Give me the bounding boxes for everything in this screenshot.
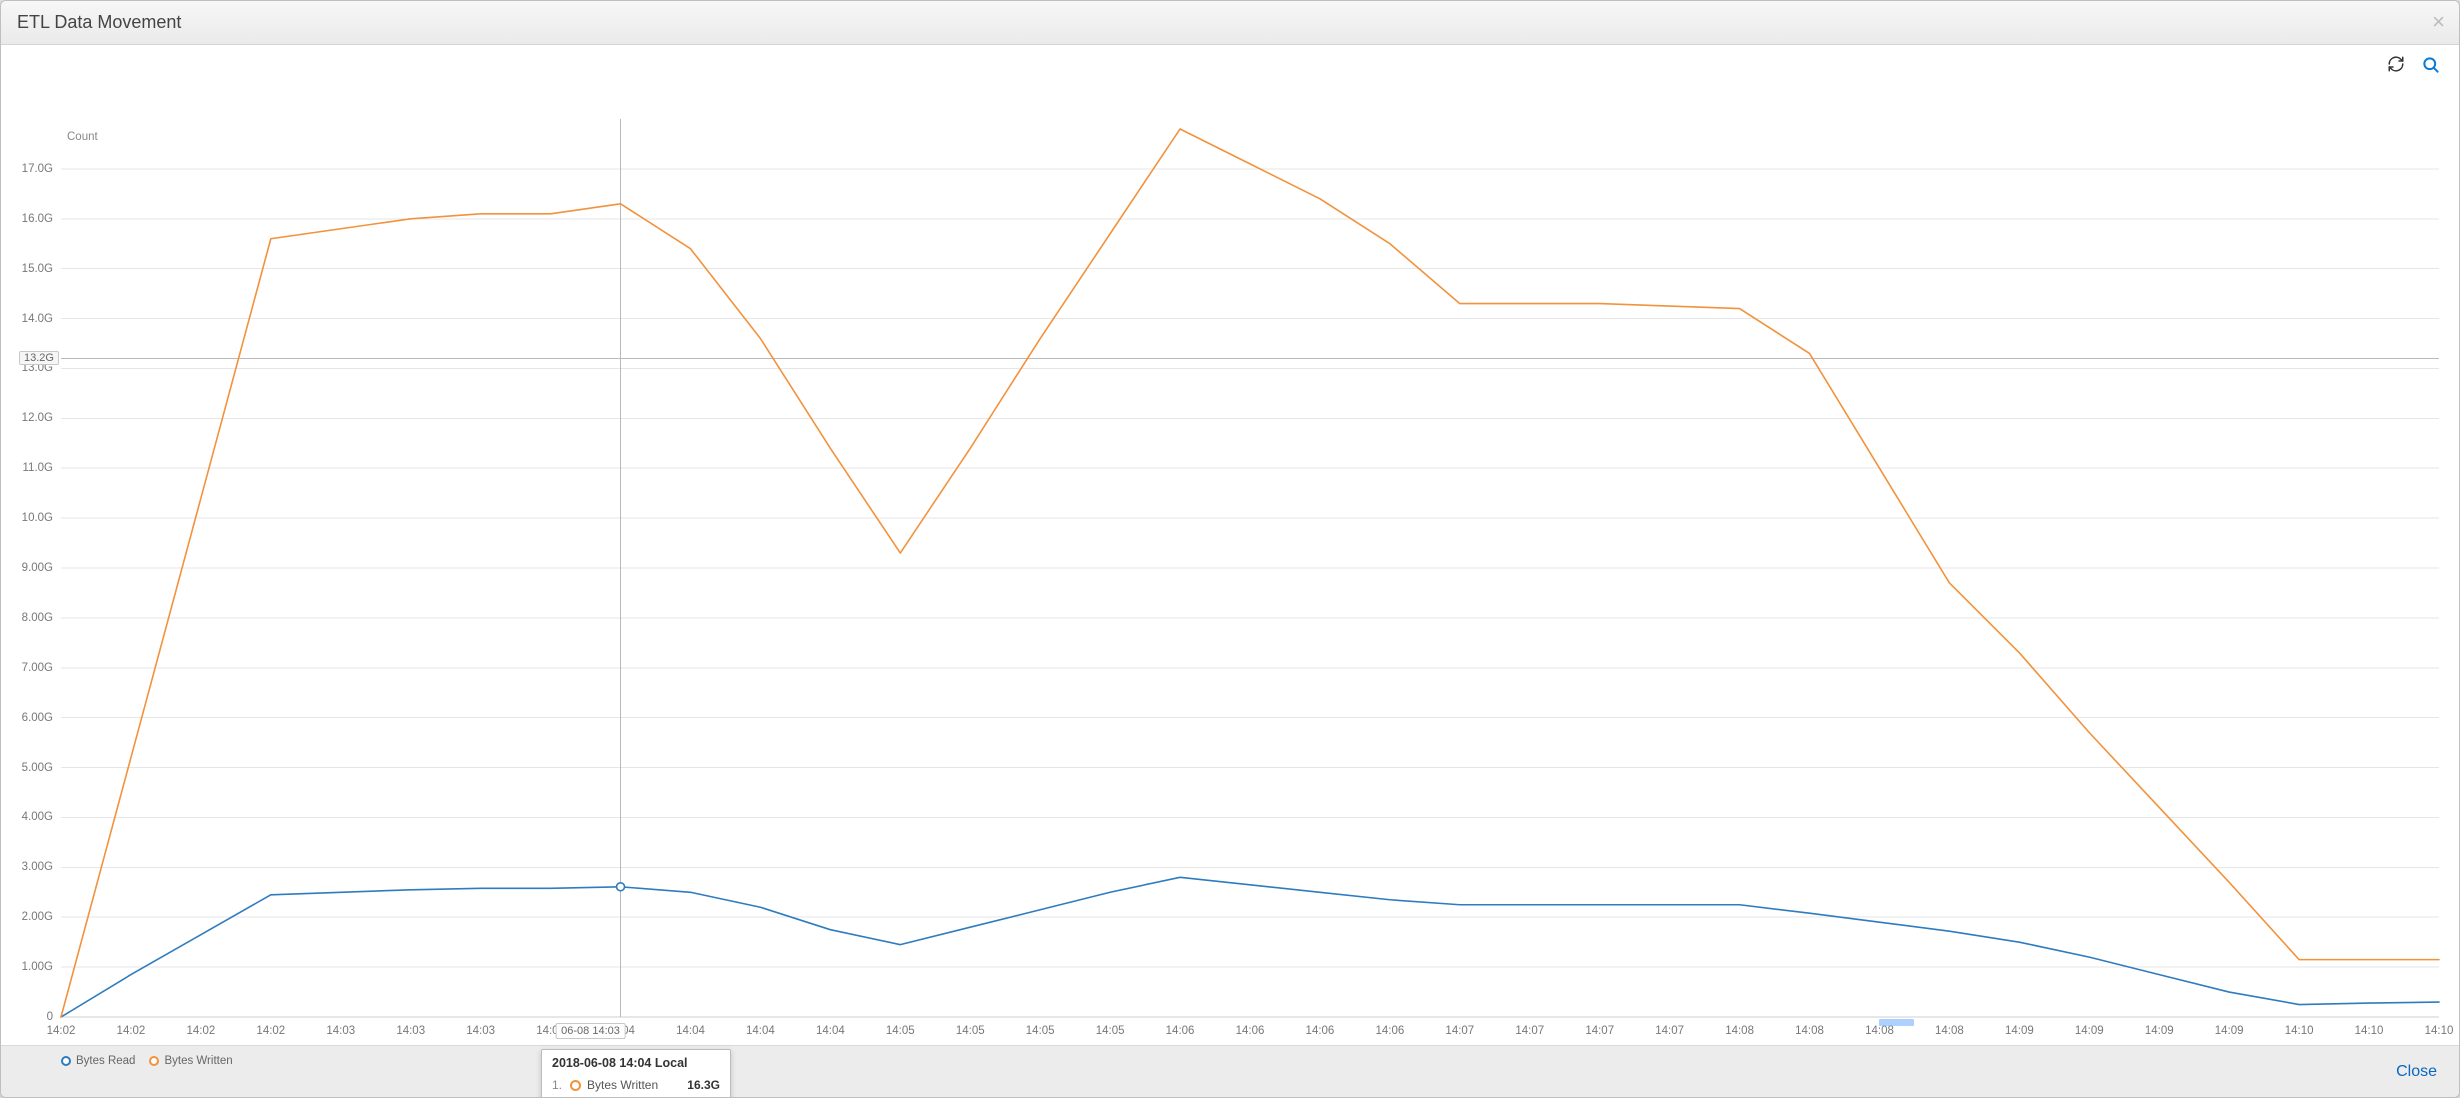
legend-item[interactable]: Bytes Read xyxy=(61,1055,135,1067)
close-icon[interactable]: × xyxy=(2432,9,2445,35)
y-tick-label: 8.00G xyxy=(22,612,53,624)
x-tick-label: 14:09 xyxy=(2145,1025,2174,1037)
x-tick-label: 14:02 xyxy=(186,1025,215,1037)
y-tick-label: 5.00G xyxy=(22,762,53,774)
tooltip-row: 2.Bytes Read2.61G xyxy=(552,1092,720,1098)
modal-body: Count Bytes ReadBytes Written 2018-06-08… xyxy=(1,45,2459,1045)
tooltip-row: 1. Bytes Written 16.3G xyxy=(552,1074,720,1092)
x-tick-label: 14:07 xyxy=(1585,1025,1614,1037)
chart-area[interactable] xyxy=(1,45,2459,1045)
modal-title: ETL Data Movement xyxy=(17,12,181,33)
y-tick-label: 9.00G xyxy=(22,562,53,574)
chart-legend: Bytes Read Bytes Written xyxy=(61,1055,233,1067)
x-tick-label: 14:02 xyxy=(47,1025,76,1037)
y-crosshair-tag: 13.2G xyxy=(19,351,59,365)
x-tick-label: 14:08 xyxy=(1935,1025,1964,1037)
y-tick-label: 14.0G xyxy=(22,313,53,325)
y-tick-label: 10.0G xyxy=(22,512,53,524)
x-tick-label: 14:10 xyxy=(2425,1025,2454,1037)
y-tick-label: 0 xyxy=(47,1011,53,1023)
y-tick-label: 15.0G xyxy=(22,263,53,275)
x-crosshair-tag: 06-08 14:03 xyxy=(555,1023,626,1039)
x-tick-label: 14:07 xyxy=(1445,1025,1474,1037)
x-tick-label: 14:02 xyxy=(256,1025,285,1037)
x-tick-label: 14:09 xyxy=(2075,1025,2104,1037)
chart-svg xyxy=(1,45,2460,1091)
x-tick-label: 14:03 xyxy=(326,1025,355,1037)
x-tick-label: 14:03 xyxy=(466,1025,495,1037)
y-tick-label: 16.0G xyxy=(22,213,53,225)
tooltip-title: 2018-06-08 14:04 Local xyxy=(552,1056,720,1074)
legend-label: Bytes Read xyxy=(76,1055,135,1067)
x-tick-label: 14:04 xyxy=(676,1025,705,1037)
x-tick-label: 14:05 xyxy=(886,1025,915,1037)
tooltip-value: 16.3G xyxy=(687,1078,720,1092)
x-tick-label: 14:05 xyxy=(1026,1025,1055,1037)
x-tick-label: 14:06 xyxy=(1375,1025,1404,1037)
chart-tooltip: 2018-06-08 14:04 Local 1. Bytes Written 16… xyxy=(541,1049,731,1098)
y-tick-label: 2.00G xyxy=(22,911,53,923)
x-tick-label: 14:06 xyxy=(1166,1025,1195,1037)
y-tick-label: 11.0G xyxy=(23,462,53,474)
x-tick-label: 14:02 xyxy=(117,1025,146,1037)
x-tick-label: 14:09 xyxy=(2215,1025,2244,1037)
x-tick-label: 14:08 xyxy=(1865,1025,1894,1037)
legend-marker-icon xyxy=(61,1056,71,1066)
x-tick-label: 14:06 xyxy=(1236,1025,1265,1037)
modal-window: ETL Data Movement × Count Bytes ReadByte… xyxy=(0,0,2460,1098)
x-tick-label: 14:04 xyxy=(746,1025,775,1037)
x-tick-label: 14:09 xyxy=(2005,1025,2034,1037)
tooltip-marker-icon xyxy=(570,1080,581,1091)
x-tick-label: 14:10 xyxy=(2355,1025,2384,1037)
x-tick-label: 14:04 xyxy=(816,1025,845,1037)
time-range-selection[interactable] xyxy=(1879,1019,1914,1026)
x-tick-label: 14:05 xyxy=(1096,1025,1125,1037)
x-tick-label: 14:10 xyxy=(2285,1025,2314,1037)
x-tick-label: 14:05 xyxy=(956,1025,985,1037)
x-tick-label: 14:08 xyxy=(1795,1025,1824,1037)
modal-header: ETL Data Movement × xyxy=(1,1,2459,45)
y-tick-label: 12.0G xyxy=(22,412,53,424)
tooltip-series-name: Bytes Written xyxy=(587,1078,658,1092)
legend-marker-icon xyxy=(149,1056,159,1066)
y-tick-label: 7.00G xyxy=(22,662,53,674)
legend-item[interactable]: Bytes Written xyxy=(149,1055,232,1067)
tooltip-index: 1. xyxy=(552,1078,564,1092)
y-tick-label: 1.00G xyxy=(22,961,53,973)
x-tick-label: 14:07 xyxy=(1655,1025,1684,1037)
legend-label: Bytes Written xyxy=(164,1055,232,1067)
y-tick-label: 6.00G xyxy=(22,712,53,724)
x-tick-label: 14:06 xyxy=(1306,1025,1335,1037)
x-tick-label: 14:03 xyxy=(396,1025,425,1037)
x-tick-label: 14:07 xyxy=(1515,1025,1544,1037)
x-tick-label: 14:08 xyxy=(1725,1025,1754,1037)
y-tick-label: 4.00G xyxy=(22,811,53,823)
y-tick-label: 17.0G xyxy=(22,163,53,175)
y-tick-label: 3.00G xyxy=(22,861,53,873)
